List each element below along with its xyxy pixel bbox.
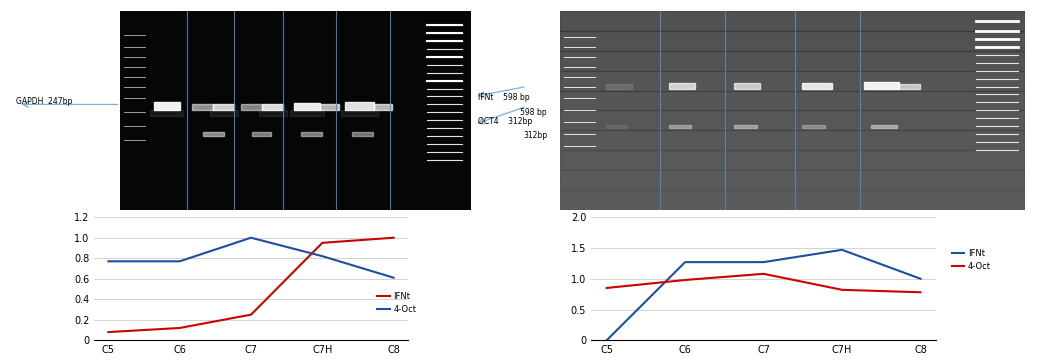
IFNt	[679, 260, 691, 264]
IFNt	[836, 248, 848, 252]
Bar	[252, 132, 271, 136]
Bar	[301, 132, 322, 136]
Text: GAPDH  247bp: GAPDH 247bp	[16, 97, 72, 106]
Text: OCT4    312bp: OCT4 312bp	[478, 117, 532, 126]
Text: C6: C6	[203, 250, 223, 264]
4-Oct	[836, 288, 848, 292]
4-Oct	[103, 259, 115, 264]
Bar	[900, 84, 920, 89]
Bar	[560, 71, 1025, 90]
IFNt	[387, 236, 400, 240]
IFNt	[600, 338, 613, 342]
Bar	[341, 110, 378, 117]
Text: 312bp: 312bp	[523, 131, 547, 140]
Bar	[374, 104, 392, 110]
Line: 4-Oct: 4-Oct	[607, 274, 920, 292]
4-Oct	[679, 278, 691, 282]
Bar	[560, 110, 1025, 130]
IFNt	[103, 330, 115, 334]
Bar	[560, 150, 1025, 170]
Bar	[154, 102, 180, 110]
Bar	[801, 125, 825, 129]
Bar	[213, 105, 234, 110]
Bar	[258, 110, 287, 117]
Bar	[242, 105, 263, 110]
Bar	[864, 81, 900, 89]
Bar	[560, 130, 1025, 150]
Text: 598 bp: 598 bp	[521, 108, 547, 117]
Bar	[263, 105, 283, 110]
IFNt	[174, 326, 186, 330]
Bar	[607, 125, 628, 129]
Legend: IFNt, 4-Oct: IFNt, 4-Oct	[949, 246, 994, 275]
Bar	[560, 90, 1025, 110]
Bar	[734, 83, 759, 89]
Bar	[150, 110, 183, 117]
Bar	[560, 11, 1025, 31]
Text: C7H: C7H	[292, 250, 323, 264]
Line: 4-Oct: 4-Oct	[109, 238, 393, 278]
Bar	[209, 110, 237, 117]
IFNt	[757, 260, 770, 264]
Bar	[320, 105, 339, 110]
Text: IFNt    598 bp: IFNt 598 bp	[478, 93, 529, 102]
4-Oct	[387, 275, 400, 280]
IFNt	[245, 312, 257, 317]
Bar	[560, 51, 1025, 71]
Bar	[351, 132, 372, 136]
Line: IFNt: IFNt	[607, 250, 920, 340]
Text: C8: C8	[356, 250, 376, 264]
Bar	[669, 125, 691, 129]
Bar	[871, 125, 897, 129]
Bar	[801, 83, 832, 89]
Bar	[294, 103, 320, 110]
IFNt	[316, 241, 328, 245]
Bar	[560, 190, 1025, 210]
Bar	[203, 132, 224, 136]
4-Oct	[757, 272, 770, 276]
IFNt	[914, 277, 927, 281]
4-Oct	[316, 254, 328, 258]
Bar	[734, 125, 756, 129]
4-Oct	[914, 290, 927, 294]
Text: C7: C7	[249, 250, 269, 264]
Bar	[669, 83, 695, 89]
Line: IFNt: IFNt	[109, 238, 393, 332]
Bar	[344, 102, 374, 110]
Bar	[290, 110, 323, 117]
4-Oct	[245, 236, 257, 240]
Bar	[560, 31, 1025, 51]
Legend: IFNt, 4-Oct: IFNt, 4-Oct	[374, 289, 419, 317]
Bar	[607, 84, 632, 89]
Bar	[560, 170, 1025, 190]
Text: C5: C5	[159, 250, 179, 264]
4-Oct	[174, 259, 186, 264]
Bar	[192, 105, 213, 110]
4-Oct	[600, 286, 613, 290]
